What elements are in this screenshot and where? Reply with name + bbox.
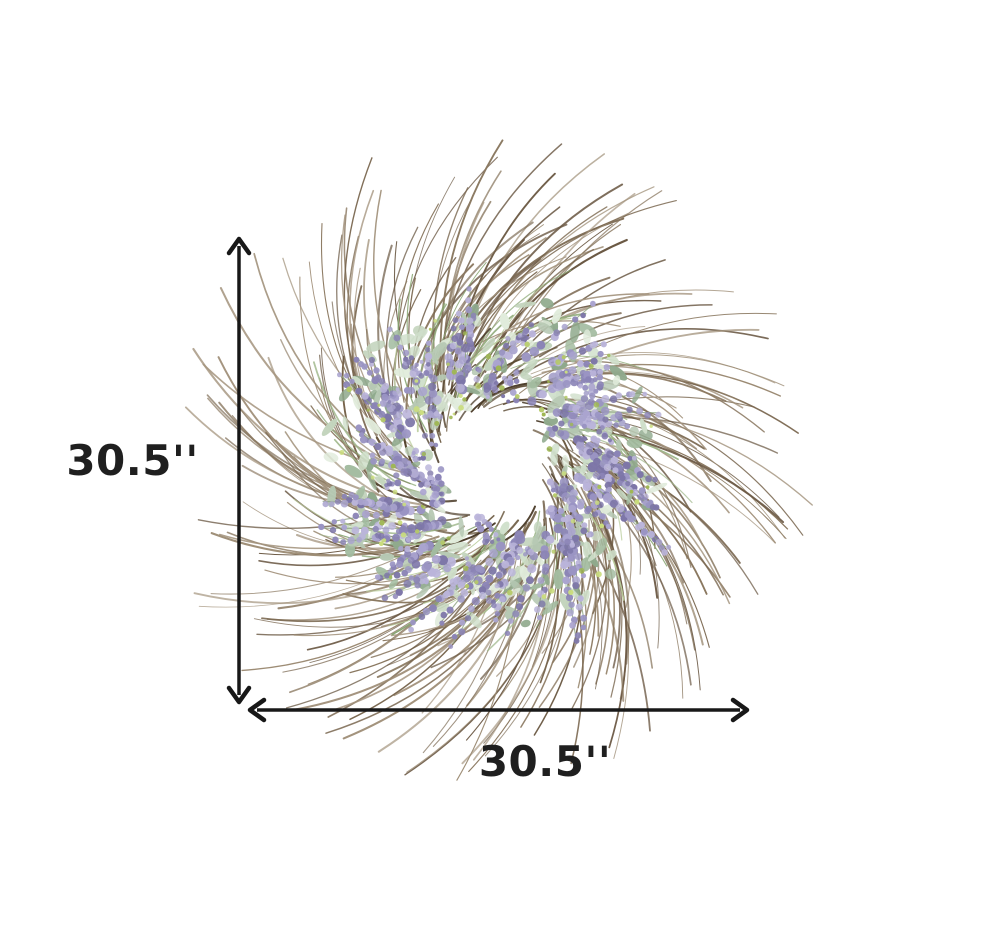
height-arrow-head-top [226,236,252,256]
height-arrow-head-bottom [226,685,252,705]
width-arrow-head-right [730,697,750,723]
width-dimension-label: 30.5'' [478,737,612,786]
width-arrow-head-left [247,697,267,723]
height-dimension-label: 30.5'' [66,436,199,485]
